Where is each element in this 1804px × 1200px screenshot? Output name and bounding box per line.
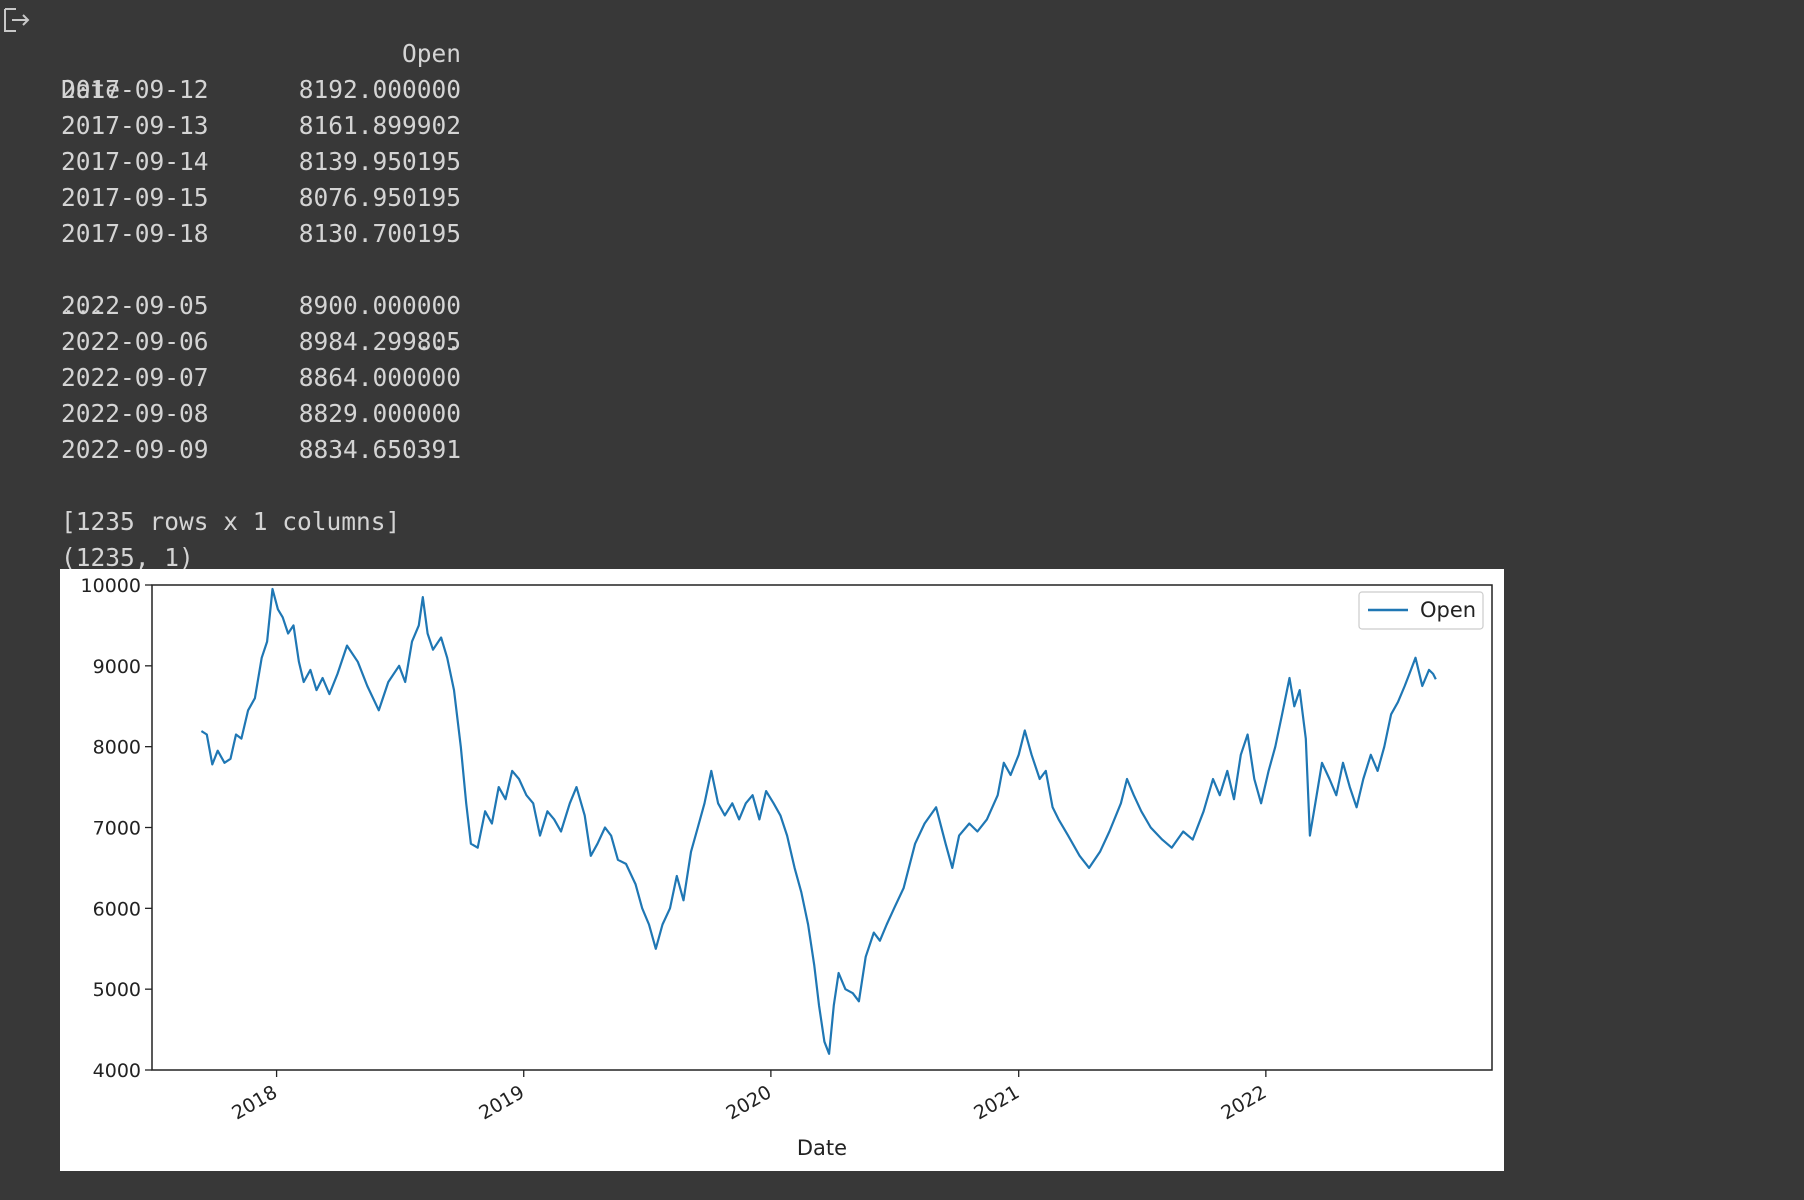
ellipsis-right: ... — [416, 327, 461, 356]
y-tick-label: 10000 — [81, 575, 141, 597]
table-row: 2017-09-13 8161.899902 — [61, 108, 461, 144]
x-tick-label: 2020 — [722, 1081, 775, 1124]
row-date: 2022-09-05 — [61, 291, 209, 320]
table-row: 2022-09-07 8864.000000 — [61, 360, 461, 396]
legend-label: Open — [1420, 598, 1476, 622]
row-value: 8130.700195 — [298, 219, 461, 248]
row-value: 8829.000000 — [298, 399, 461, 428]
df-shape: (1235, 1) — [61, 543, 194, 572]
table-row: 2022-09-05 8900.000000 — [61, 288, 461, 324]
df-index-row: Date — [61, 36, 461, 104]
table-row: 2017-09-12 8192.000000 — [61, 72, 461, 108]
y-tick-label: 8000 — [93, 737, 141, 759]
table-row: 2017-09-14 8139.950195 — [61, 144, 461, 180]
y-axis: 4000 5000 6000 7000 8000 9000 10000 — [81, 575, 152, 1082]
plot-frame — [151, 584, 1493, 1071]
x-tick-label: 2018 — [228, 1081, 281, 1124]
row-value: 8984.299805 — [298, 327, 461, 356]
row-value: 8900.000000 — [298, 291, 461, 320]
row-date: 2017-09-18 — [61, 219, 209, 248]
row-value: 8192.000000 — [298, 75, 461, 104]
index-name: Date — [61, 75, 121, 104]
row-date: 2017-09-15 — [61, 183, 209, 212]
row-date: 2017-09-13 — [61, 111, 209, 140]
table-row: 2022-09-06 8984.299805 — [61, 324, 461, 360]
df-summary: [1235 rows x 1 columns] — [61, 507, 401, 536]
x-axis: 2018 2019 2020 2021 2022 — [228, 1070, 1270, 1125]
row-value: 8161.899902 — [298, 111, 461, 140]
y-tick-label: 7000 — [93, 818, 141, 840]
row-value: 8076.950195 — [298, 183, 461, 212]
x-tick-label: 2019 — [475, 1081, 528, 1124]
row-value: 8864.000000 — [298, 363, 461, 392]
df-ellipsis-row: ... ... — [61, 252, 461, 356]
row-value: 8834.650391 — [298, 435, 461, 464]
row-date: 2022-09-09 — [61, 435, 209, 464]
row-date: 2017-09-14 — [61, 147, 209, 176]
legend-box — [1358, 591, 1484, 630]
legend: Open — [1358, 591, 1484, 630]
x-axis-title: Date — [797, 1136, 847, 1160]
y-tick-label: 5000 — [93, 979, 141, 1001]
row-value: 8139.950195 — [298, 147, 461, 176]
line-chart: 4000 5000 6000 7000 8000 9000 10000 2018 2019 20… — [60, 569, 1504, 1171]
row-date: 2022-09-07 — [61, 363, 209, 392]
y-tick-label: 9000 — [93, 656, 141, 678]
row-date: 2017-09-12 — [61, 75, 209, 104]
table-row: 2022-09-08 8829.000000 — [61, 396, 461, 432]
ellipsis-left: ... — [61, 291, 106, 320]
row-date: 2022-09-06 — [61, 327, 209, 356]
row-date: 2022-09-08 — [61, 399, 209, 428]
y-tick-label: 4000 — [93, 1060, 141, 1082]
y-tick-label: 6000 — [93, 898, 141, 920]
x-tick-label: 2022 — [1217, 1081, 1270, 1124]
table-row: 2022-09-09 8834.650391 — [61, 432, 461, 468]
column-header: Open — [401, 39, 461, 68]
dataframe-output: Open Date 2017-09-12 8192.000000 2017-09-1… — [61, 0, 461, 576]
table-row: 2017-09-15 8076.950195 — [61, 180, 461, 216]
output-arrow-icon — [2, 6, 32, 34]
df-header-row: Open — [61, 0, 461, 68]
series-line-open — [200, 587, 1437, 1055]
x-tick-label: 2021 — [970, 1081, 1023, 1124]
table-row: 2017-09-18 8130.700195 — [61, 216, 461, 252]
